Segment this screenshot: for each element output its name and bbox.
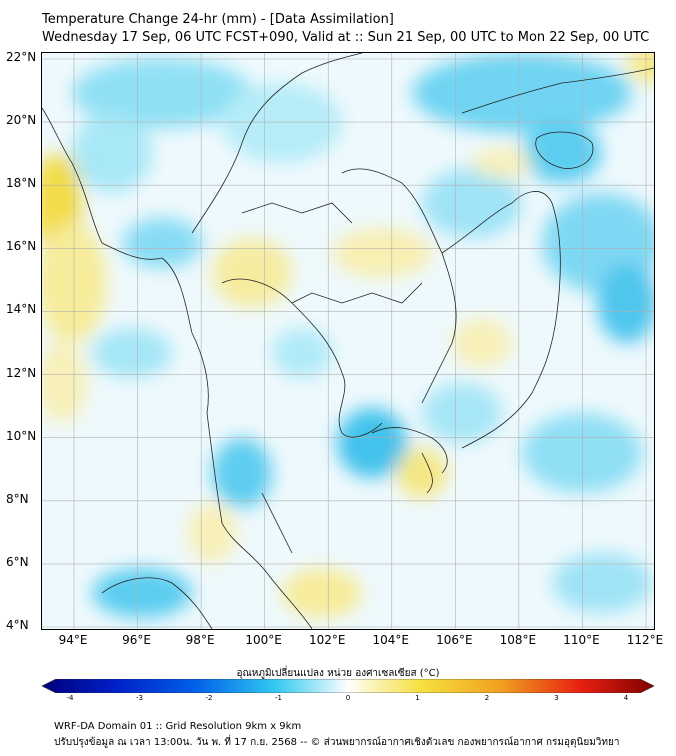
lat-tick-label: 4°N [6,618,29,632]
lon-tick-label: 106°E [436,633,473,647]
lat-tick-label: 22°N [6,50,37,64]
colorbar-tick-label: 4 [623,694,629,702]
lon-tick-label: 112°E [626,633,664,647]
lat-tick-label: 14°N [6,302,37,317]
lon-tick-label: 108°E [499,633,537,647]
map-area [41,52,655,630]
lon-tick-label: 94°E [58,633,88,647]
lat-tick-label: 8°N [6,491,29,506]
colorbar-tick-label: -3 [136,694,143,702]
colorbar [42,679,654,693]
lon-tick-label: 110°E [563,633,600,647]
lat-tick-label: 6°N [6,554,29,569]
lon-tick-label: 100°E [245,633,282,647]
colorbar-tick-label: 0 [345,694,351,702]
footer-credit: ปรับปรุงข้อมูล ณ เวลา 13:00น. วัน พ. ที่… [54,737,620,748]
colorbar-title: อุณหภูมิเปลี่ยนแปลง หน่วย องศาเซลเซียส (… [236,668,440,679]
colorbar-tick-label: 1 [415,694,420,702]
coastlines-borders [42,53,654,629]
colorbar-tick-label: 2 [484,694,490,702]
map-title: Temperature Change 24-hr (mm) - [Data As… [42,12,394,27]
lon-tick-label: 102°E [308,633,346,647]
map-subtitle: Wednesday 17 Sep, 06 UTC FCST+090, Valid… [42,30,650,45]
colorbar-tick-label: -1 [275,694,282,702]
lat-tick-label: 16°N [6,239,37,254]
lat-tick-label: 18°N [6,176,37,191]
colorbar-tick-label: -2 [205,694,213,702]
colorbar-tick-label: -4 [66,694,74,702]
colorbar-gradient [42,679,654,693]
lon-tick-label: 98°E [185,633,215,647]
graticule [42,53,654,629]
colorbar-tick-label: 3 [554,694,559,702]
lat-tick-label: 12°N [6,365,37,380]
lat-tick-label: 10°N [6,428,37,443]
footer-model-info: WRF-DA Domain 01 :: Grid Resolution 9km … [54,721,302,732]
lon-tick-label: 96°E [122,633,151,647]
temperature-field [42,53,654,618]
lon-tick-label: 104°E [372,633,410,647]
map-canvas [42,53,654,629]
lat-tick-label: 20°N [6,113,37,128]
